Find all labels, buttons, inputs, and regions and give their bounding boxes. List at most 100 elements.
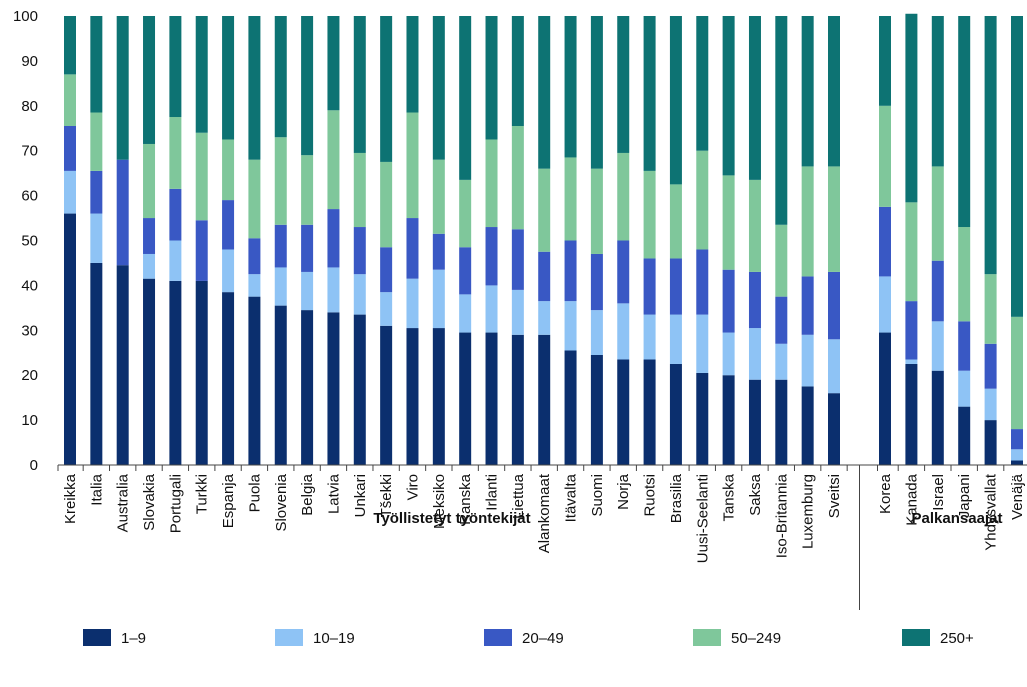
- category-label: Puola: [246, 473, 263, 512]
- bar-segment: [669, 363, 682, 465]
- bar-segment: [748, 328, 761, 380]
- bar-segment: [958, 16, 971, 228]
- bar-segment: [643, 314, 656, 360]
- bar-segment: [905, 202, 918, 302]
- bar-segment: [590, 168, 603, 254]
- bar-segment: [485, 139, 498, 228]
- bar-segment: [828, 16, 840, 167]
- bar-segment: [879, 276, 891, 333]
- bar-segment: [801, 334, 814, 387]
- bar-segment: [485, 16, 498, 140]
- bar-segment: [931, 321, 944, 371]
- category-label: Venäjä: [1009, 473, 1026, 520]
- bar-segment: [116, 265, 129, 465]
- bar-segment: [984, 274, 997, 344]
- category-label: Suomi: [589, 474, 606, 517]
- bar-segment: [1011, 460, 1023, 465]
- bar-segment: [327, 110, 340, 210]
- bar-segment: [801, 276, 814, 335]
- bar-segment: [722, 269, 735, 333]
- y-tick-label: 90: [21, 53, 38, 70]
- category-label: Unkari: [352, 474, 369, 517]
- bar-segment: [222, 292, 235, 465]
- bar-segment: [775, 16, 788, 225]
- legend-swatch: [275, 629, 303, 646]
- category-label: Uusi-Seelanti: [694, 474, 711, 563]
- bar-segment: [511, 334, 524, 465]
- bar-segment: [459, 16, 472, 180]
- bar-segment: [984, 420, 997, 465]
- category-label: Slovakia: [141, 473, 158, 530]
- bar-segment: [406, 278, 419, 329]
- bar-segment: [406, 218, 419, 279]
- bar-segment: [905, 359, 918, 364]
- bar-segment: [748, 179, 761, 272]
- bar-segment: [169, 16, 182, 118]
- bar-segment: [511, 126, 524, 230]
- bar-segment: [538, 334, 551, 465]
- bar-segment: [696, 314, 709, 373]
- bar-segment: [669, 184, 682, 259]
- bar-segment: [143, 253, 156, 279]
- bar-segment: [143, 16, 156, 144]
- bar-segment: [828, 271, 840, 340]
- y-tick-label: 10: [21, 412, 38, 429]
- category-label: Iso-Britannia: [773, 473, 790, 558]
- bar-segment: [353, 274, 366, 315]
- category-label: Norja: [615, 473, 632, 510]
- category-label: Saksa: [747, 473, 764, 515]
- category-label: Kreikka: [62, 473, 79, 524]
- category-label: Australia: [115, 473, 132, 532]
- legend-label: 20–49: [522, 630, 564, 647]
- bar-segment: [669, 314, 682, 364]
- bar-segment: [222, 16, 235, 140]
- bar-segment: [696, 249, 709, 315]
- bar-segment: [64, 16, 76, 75]
- bar-segment: [879, 16, 891, 106]
- bar-segment: [143, 143, 156, 219]
- bar-segment: [380, 292, 393, 326]
- bar-segment: [406, 328, 419, 465]
- bar-segment: [301, 224, 314, 272]
- bar-segment: [748, 379, 761, 465]
- bar-segment: [801, 386, 814, 465]
- legend-swatch: [83, 629, 111, 646]
- bar-segment: [828, 393, 840, 465]
- bar-segment: [564, 16, 577, 158]
- category-label: Belgia: [299, 473, 316, 515]
- bar-segment: [432, 233, 445, 270]
- category-label: Tšekki: [378, 474, 395, 517]
- bar-segment: [432, 269, 445, 329]
- bar-segment: [958, 406, 971, 465]
- bar-segment: [669, 16, 682, 185]
- bar-segment: [590, 355, 603, 465]
- bar-segment: [617, 359, 630, 465]
- category-label: Latvia: [325, 473, 342, 514]
- bar-segment: [274, 267, 287, 306]
- bar-segment: [879, 206, 891, 277]
- legend-swatch: [484, 629, 512, 646]
- bar-segment: [353, 227, 366, 275]
- bar-segment: [432, 159, 445, 234]
- bar-segment: [905, 13, 918, 203]
- bar-segment: [590, 16, 603, 169]
- bar-segment: [432, 16, 445, 160]
- bar-segment: [828, 339, 840, 394]
- bar-segment: [538, 251, 551, 302]
- bar-segment: [617, 16, 630, 153]
- bar-segment: [722, 175, 735, 270]
- bar-segment: [1011, 429, 1023, 450]
- bar-segment: [64, 126, 76, 171]
- bar-segment: [958, 227, 971, 322]
- bar-segment: [590, 253, 603, 311]
- bar-segment: [511, 16, 524, 126]
- bar-segment: [406, 16, 419, 113]
- category-label: Liettua: [510, 473, 527, 519]
- bar-segment: [722, 375, 735, 465]
- bar-segment: [327, 16, 340, 111]
- category-label: Turkki: [194, 474, 211, 514]
- category-label: Espanja: [220, 473, 237, 528]
- category-label: Itävalta: [563, 473, 580, 522]
- bar-segment: [828, 166, 840, 272]
